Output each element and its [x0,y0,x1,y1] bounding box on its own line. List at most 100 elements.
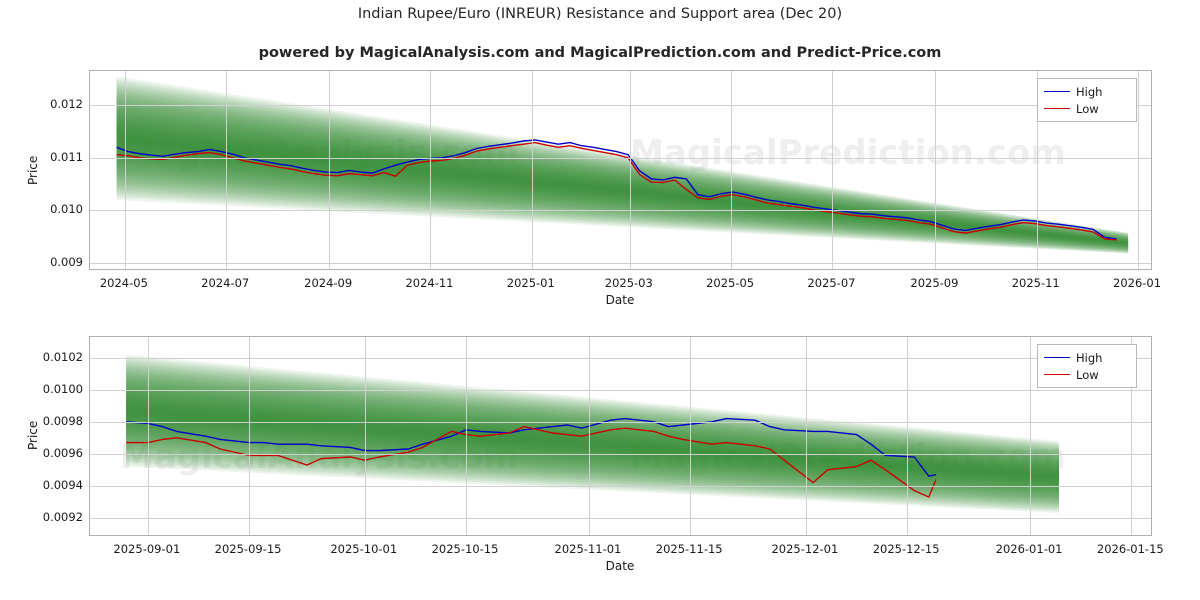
resistance-support-band [126,368,1059,505]
gridline-vertical [1138,71,1140,269]
y-tick-label: 0.009 [50,255,83,270]
resistance-support-band [126,403,1059,482]
gridline-horizontal [90,105,1151,107]
lower-y-axis-label: Price [26,420,40,450]
resistance-support-band [116,83,1129,253]
resistance-support-band [116,105,1129,249]
resistance-support-band [126,390,1059,490]
x-tick-label: 2025-01 [506,276,555,290]
gridline-vertical [805,337,807,535]
gridline-horizontal [90,210,1151,212]
upper-chart-panel: MagicalAnalysis.com MagicalPrediction.co… [0,0,1200,307]
lower-x-axis-label: Date [605,559,635,573]
y-tick-label: 0.0096 [42,445,83,460]
resistance-support-band [116,81,1129,253]
x-tick-label: 2026-01-15 [1096,542,1164,556]
upper-x-axis-label: Date [605,293,635,307]
gridline-horizontal [90,157,1151,159]
x-tick-label: 2025-11-15 [655,542,723,556]
x-tick-label: 2024-05 [99,276,148,290]
resistance-support-band [116,128,1129,245]
series-line-low [126,425,937,498]
gridline-horizontal [90,517,1151,519]
legend-line-high-lower [1044,357,1070,358]
gridline-vertical [329,71,331,269]
gridline-vertical [1030,337,1032,535]
x-tick-label: 2025-09-01 [113,542,181,556]
legend-line-high [1044,91,1070,92]
x-tick-label: 2024-09 [304,276,353,290]
series-line-high [126,417,937,477]
y-tick-label: 0.0102 [42,349,83,364]
x-tick-label: 2026-01 [1113,276,1162,290]
y-tick-label: 0.0100 [42,381,83,396]
gridline-vertical [364,337,366,535]
resistance-support-band [126,359,1059,511]
resistance-support-band [116,76,1129,254]
gridline-vertical [731,71,733,269]
resistance-support-band [116,101,1129,250]
lower-chart-panel: MagicalAnalysis.com MagicalPrediction.co… [0,330,1200,590]
legend-item-high: High [1044,83,1128,100]
resistance-support-band [126,394,1059,488]
x-tick-label: 2025-03 [604,276,653,290]
legend-item-high-lower: High [1044,349,1128,366]
y-tick-label: 0.0094 [42,477,83,492]
x-tick-label: 2024-07 [201,276,250,290]
series-line-high [116,139,1117,240]
gridline-vertical [690,337,692,535]
resistance-support-band [116,108,1129,249]
gridline-vertical [907,337,909,535]
resistance-support-band [126,388,1059,492]
y-tick-label: 0.012 [50,97,83,112]
gridline-horizontal [90,453,1151,455]
gridline-vertical [531,71,533,269]
y-tick-label: 0.011 [50,149,83,164]
legend-label-high: High [1076,84,1103,99]
legend-line-low-lower [1044,374,1070,375]
legend-line-low [1044,108,1070,109]
x-tick-label: 2025-05 [706,276,755,290]
resistance-support-band [126,392,1059,489]
upper-y-axis-label: Price [26,155,40,185]
gridline-horizontal [90,263,1151,265]
x-tick-label: 2025-12-01 [771,542,839,556]
resistance-support-band [126,408,1059,479]
resistance-support-band [126,383,1059,495]
resistance-support-band [126,374,1059,501]
resistance-support-band [116,110,1129,248]
upper-chart-canvas [116,76,1129,254]
legend-item-low: Low [1044,100,1128,117]
resistance-support-band [116,103,1129,249]
legend-label-low: Low [1076,101,1099,116]
resistance-support-band [116,125,1129,246]
upper-plot-area: MagicalAnalysis.com MagicalPrediction.co… [89,70,1152,270]
gridline-vertical [629,71,631,269]
x-tick-label: 2024-11 [405,276,454,290]
y-tick-label: 0.010 [50,202,83,217]
resistance-support-band [116,96,1129,251]
resistance-support-band [126,406,1059,480]
resistance-support-band [126,385,1059,493]
y-tick-label: 0.0092 [42,509,83,524]
x-tick-label: 2025-11 [1011,276,1060,290]
x-tick-label: 2025-07 [807,276,856,290]
legend-label-low-lower: Low [1076,367,1099,382]
gridline-vertical [466,337,468,535]
x-tick-label: 2026-01-01 [995,542,1063,556]
x-tick-label: 2025-10-01 [330,542,398,556]
gridline-horizontal [90,357,1151,359]
resistance-support-band [126,399,1059,485]
gridline-vertical [832,71,834,269]
resistance-support-band [126,381,1059,496]
gridline-vertical [935,71,937,269]
x-tick-label: 2025-09-15 [214,542,282,556]
x-tick-label: 2025-09 [910,276,959,290]
resistance-support-band [126,397,1059,486]
legend-label-high-lower: High [1076,350,1103,365]
y-tick-label: 0.0098 [42,413,83,428]
lower-chart-canvas [126,354,1059,513]
page-subtitle: powered by MagicalAnalysis.com and Magic… [258,45,942,61]
gridline-vertical [226,71,228,269]
upper-legend: High Low [1037,78,1137,122]
